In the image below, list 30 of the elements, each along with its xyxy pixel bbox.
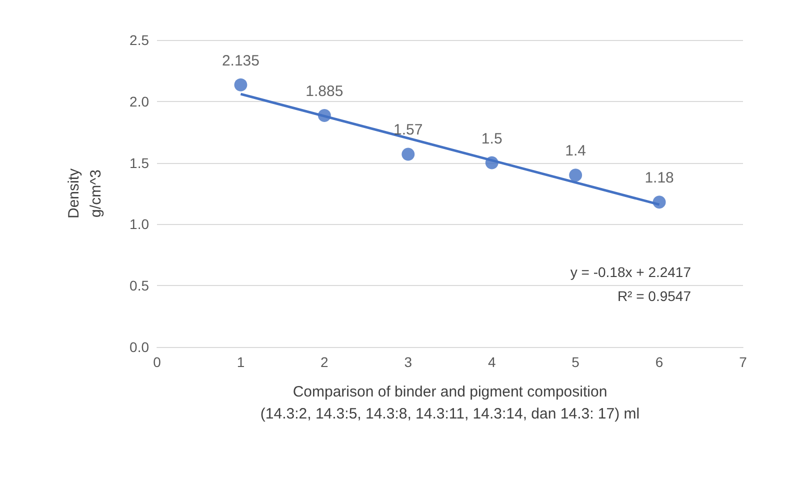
data-label: 1.57 (394, 122, 423, 139)
x-tick-label: 3 (404, 354, 412, 370)
data-label: 1.4 (565, 142, 586, 160)
annotation: y = -0.18x + 2.2417 (570, 264, 692, 280)
y-tick-label: 2.0 (130, 93, 150, 110)
x-tick-label: 6 (655, 354, 664, 370)
x-tick-label: 0 (153, 354, 162, 370)
x-tick-label: 7 (739, 354, 748, 370)
annotation: R² = 0.9547 (617, 288, 692, 304)
y-tick-label: 0.5 (130, 278, 150, 294)
x-tick-label: 1 (236, 354, 245, 370)
data-label: 1.18 (644, 170, 674, 187)
data-label: 1.5 (481, 130, 502, 148)
x-tick-label: 2 (320, 354, 329, 370)
x-tick-label: 4 (488, 354, 496, 370)
point (234, 78, 248, 92)
y-tick-label: 2.5 (130, 32, 150, 48)
point (402, 148, 415, 161)
y-axis-title: Density g/cm^3 (66, 168, 104, 219)
y-tick-label: 1.5 (130, 154, 150, 171)
y-tick-label: 0.0 (130, 339, 150, 355)
x-tick-label: 5 (572, 354, 580, 370)
point (485, 156, 498, 170)
y-tick-label: 1.0 (130, 216, 150, 232)
point (318, 109, 331, 122)
data-label: 2.135 (222, 52, 260, 70)
x-axis-title: Comparison of binder and pigment composition (14.3:2, 14.3:5, 14.3:8, 14.3:11, 14.3:14, dan 14.3: 17) ml (260, 384, 640, 422)
point (569, 168, 582, 182)
data-label: 1.885 (306, 83, 344, 100)
point (652, 196, 666, 209)
